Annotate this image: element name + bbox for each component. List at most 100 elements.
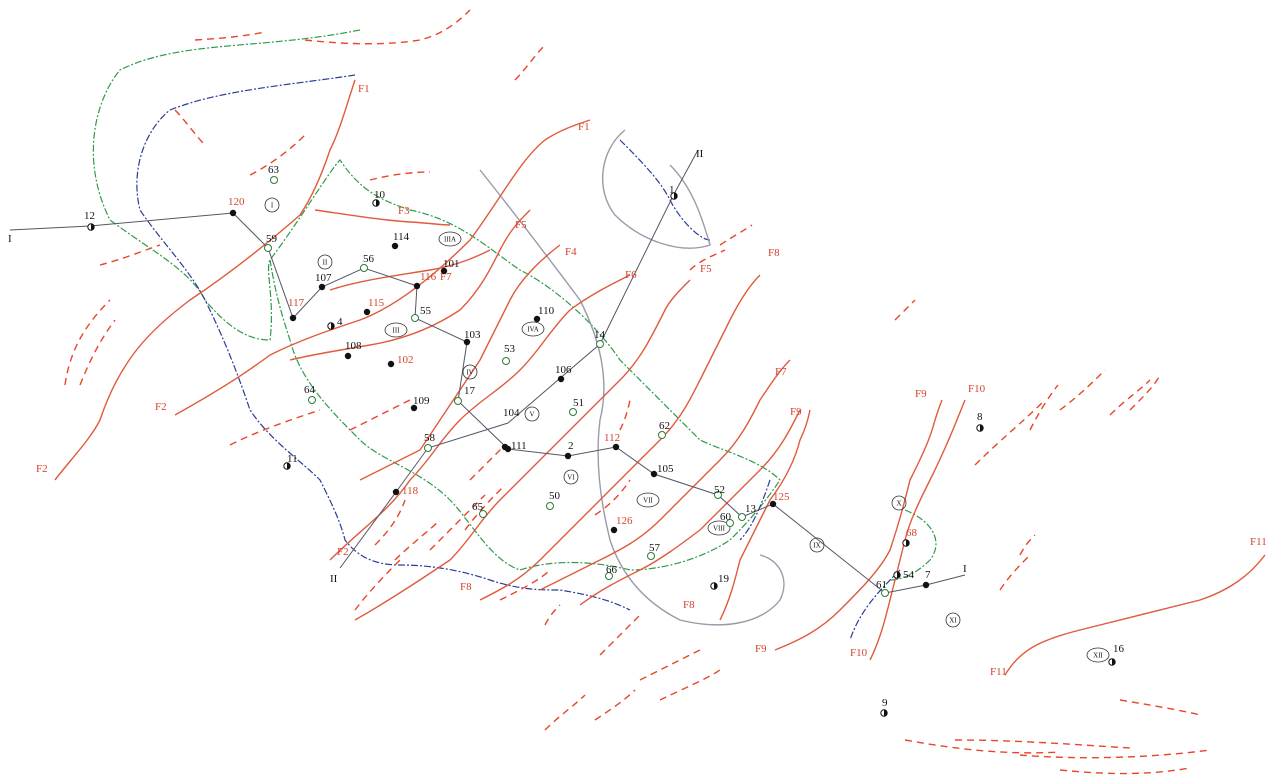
well-9[interactable]: 9 xyxy=(880,697,888,717)
well-symbol xyxy=(463,338,471,346)
well-105[interactable]: 105 xyxy=(650,463,674,478)
well-symbol xyxy=(440,267,448,275)
well-116[interactable]: 116 xyxy=(413,271,437,290)
well-8[interactable]: 8 xyxy=(976,411,984,432)
well-60[interactable]: 60 xyxy=(720,511,734,527)
dashed-fault xyxy=(1129,374,1161,411)
block-marker xyxy=(317,254,333,270)
profile-I xyxy=(9,212,966,594)
well-102[interactable]: 102 xyxy=(387,354,414,368)
well-12[interactable]: 12 xyxy=(84,210,95,231)
well-13[interactable]: 13 xyxy=(738,503,757,521)
blue-boundary-line xyxy=(136,74,631,611)
well-number: 10 xyxy=(374,189,386,201)
well-53[interactable]: 53 xyxy=(502,343,516,365)
well-half-fill xyxy=(980,424,984,432)
well-109[interactable]: 109 xyxy=(410,395,430,412)
well-103[interactable]: 103 xyxy=(463,329,481,346)
well-107[interactable]: 107 xyxy=(315,272,332,291)
dashed-fault xyxy=(904,739,1061,754)
well-number: 108 xyxy=(345,340,362,352)
dashed-fault xyxy=(64,299,111,386)
faults-solid xyxy=(54,79,1266,676)
dashed-fault xyxy=(1059,369,1106,411)
well-106[interactable]: 106 xyxy=(555,364,572,383)
well-114[interactable]: 114 xyxy=(391,231,410,250)
well-62[interactable]: 62 xyxy=(658,420,671,439)
dashed-fault xyxy=(974,399,1046,466)
well-117[interactable]: 117 xyxy=(288,297,305,322)
well-number: 4 xyxy=(337,316,343,328)
well-57[interactable]: 57 xyxy=(647,542,661,560)
dashed-fault xyxy=(954,739,1131,749)
well-4[interactable]: 4 xyxy=(327,316,343,330)
well-symbol xyxy=(413,282,421,290)
well-125[interactable]: 125 xyxy=(769,491,790,508)
well-symbol xyxy=(318,283,326,291)
dashed-fault xyxy=(354,559,401,611)
well-symbol xyxy=(610,526,618,534)
well-66[interactable]: 66 xyxy=(605,564,618,580)
dashed-fault xyxy=(619,399,631,431)
well-59[interactable]: 59 xyxy=(264,233,278,252)
well-number: 66 xyxy=(606,564,618,576)
fault-label: F1 xyxy=(578,121,590,133)
well-108[interactable]: 108 xyxy=(344,340,362,360)
well-111[interactable]: 111 xyxy=(501,440,527,452)
well-112[interactable]: 112 xyxy=(604,432,620,451)
well-symbol xyxy=(569,408,577,416)
well-55[interactable]: 55 xyxy=(411,305,432,322)
well-number: 102 xyxy=(397,354,414,366)
well-number: 101 xyxy=(443,258,460,270)
well-number: 57 xyxy=(649,542,661,554)
dashed-fault xyxy=(429,494,486,551)
well-symbol xyxy=(289,314,297,322)
well-2[interactable]: 2 xyxy=(564,440,574,460)
well-number: 104 xyxy=(503,407,520,419)
well-61[interactable]: 61 xyxy=(876,579,889,597)
well-17[interactable]: 17 xyxy=(454,385,476,405)
well-63[interactable]: 63 xyxy=(268,164,280,184)
well-19[interactable]: 19 xyxy=(710,573,730,590)
block-marker xyxy=(524,406,540,422)
well-65[interactable]: 65 xyxy=(472,501,487,518)
well-120[interactable]: 120 xyxy=(228,196,245,217)
well-number: 112 xyxy=(604,432,620,444)
fault-f5 xyxy=(329,249,491,291)
well-11[interactable]: 11 xyxy=(283,453,298,470)
well-50[interactable]: 50 xyxy=(546,490,561,510)
fault-label: F3 xyxy=(398,205,410,217)
well-101[interactable]: 101 xyxy=(440,258,460,275)
well-58[interactable]: 58 xyxy=(424,432,436,452)
block-label: XII xyxy=(1093,652,1103,660)
well-number: 115 xyxy=(368,297,385,309)
block-marker xyxy=(809,537,825,553)
well-52[interactable]: 52 xyxy=(714,484,725,499)
well-half-fill xyxy=(714,582,718,590)
well-symbol xyxy=(769,500,777,508)
well-126[interactable]: 126 xyxy=(610,515,633,534)
fault-label: F1 xyxy=(358,83,370,95)
well-115[interactable]: 115 xyxy=(363,297,385,316)
well-symbol xyxy=(454,397,462,405)
fault-label: F2 xyxy=(337,546,349,558)
well-number: 51 xyxy=(573,397,584,409)
fault-label: F6 xyxy=(625,269,637,281)
well-16[interactable]: 16 xyxy=(1108,643,1125,666)
well-118[interactable]: 118 xyxy=(392,485,419,497)
well-110[interactable]: 110 xyxy=(533,305,555,323)
well-54[interactable]: 54 xyxy=(893,569,915,581)
well-7[interactable]: 7 xyxy=(922,569,931,589)
well-10[interactable]: 10 xyxy=(372,189,386,207)
well-14[interactable]: 14 xyxy=(594,329,606,348)
dashed-fault xyxy=(249,134,306,176)
well-1[interactable]: 1 xyxy=(669,184,678,200)
well-51[interactable]: 51 xyxy=(569,397,585,416)
well-56[interactable]: 56 xyxy=(360,253,375,272)
well-68[interactable]: 68 xyxy=(902,527,918,547)
dashed-fault xyxy=(659,669,721,701)
well-64[interactable]: 64 xyxy=(304,384,316,404)
fault-label: F11 xyxy=(990,666,1007,678)
dashed-fault xyxy=(999,554,1031,591)
